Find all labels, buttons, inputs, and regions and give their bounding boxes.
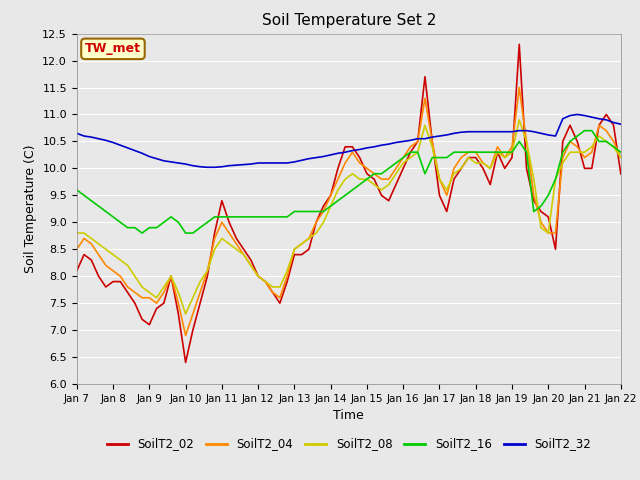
Line: SoilT2_02: SoilT2_02	[77, 44, 621, 362]
SoilT2_04	[617, 155, 625, 160]
SoilT2_16	[617, 149, 625, 155]
Y-axis label: Soil Temperature (C): Soil Temperature (C)	[24, 144, 36, 273]
SoilT2_04	[182, 333, 189, 338]
SoilT2_08	[124, 263, 131, 268]
SoilT2_08	[73, 230, 81, 236]
SoilT2_16	[428, 155, 436, 160]
SoilT2_04	[124, 284, 131, 290]
SoilT2_02	[515, 41, 523, 47]
Line: SoilT2_16: SoilT2_16	[77, 131, 621, 233]
Line: SoilT2_08: SoilT2_08	[77, 120, 621, 314]
SoilT2_02	[523, 166, 531, 171]
SoilT2_02	[428, 139, 436, 144]
SoilT2_32	[124, 145, 131, 151]
SoilT2_16	[443, 155, 451, 160]
SoilT2_16	[580, 128, 588, 133]
SoilT2_02	[443, 209, 451, 215]
SoilT2_04	[515, 84, 523, 90]
SoilT2_08	[515, 117, 523, 123]
SoilT2_08	[617, 155, 625, 160]
SoilT2_04	[443, 192, 451, 198]
SoilT2_04	[428, 139, 436, 144]
SoilT2_16	[269, 214, 276, 220]
SoilT2_32	[443, 132, 451, 138]
SoilT2_02	[617, 171, 625, 177]
SoilT2_02	[124, 289, 131, 295]
Title: Soil Temperature Set 2: Soil Temperature Set 2	[262, 13, 436, 28]
SoilT2_02	[182, 360, 189, 365]
SoilT2_32	[363, 145, 371, 151]
SoilT2_04	[269, 289, 276, 295]
SoilT2_32	[515, 128, 523, 133]
SoilT2_02	[269, 289, 276, 295]
X-axis label: Time: Time	[333, 409, 364, 422]
SoilT2_08	[363, 176, 371, 182]
SoilT2_02	[363, 171, 371, 177]
SoilT2_04	[73, 246, 81, 252]
SoilT2_08	[182, 311, 189, 317]
Text: TW_met: TW_met	[85, 42, 141, 55]
Line: SoilT2_32: SoilT2_32	[77, 114, 621, 168]
SoilT2_16	[73, 187, 81, 193]
Legend: SoilT2_02, SoilT2_04, SoilT2_08, SoilT2_16, SoilT2_32: SoilT2_02, SoilT2_04, SoilT2_08, SoilT2_…	[102, 433, 596, 455]
SoilT2_32	[573, 111, 581, 117]
SoilT2_16	[363, 176, 371, 182]
SoilT2_04	[363, 166, 371, 171]
SoilT2_08	[523, 139, 531, 144]
SoilT2_08	[269, 284, 276, 290]
SoilT2_16	[124, 225, 131, 230]
SoilT2_02	[73, 268, 81, 274]
Line: SoilT2_04: SoilT2_04	[77, 87, 621, 336]
SoilT2_04	[523, 139, 531, 144]
SoilT2_32	[269, 160, 276, 166]
SoilT2_16	[138, 230, 146, 236]
SoilT2_08	[428, 144, 436, 150]
SoilT2_16	[515, 139, 523, 144]
SoilT2_32	[204, 165, 211, 170]
SoilT2_32	[617, 121, 625, 127]
SoilT2_32	[73, 131, 81, 136]
SoilT2_08	[443, 187, 451, 193]
SoilT2_32	[428, 134, 436, 140]
